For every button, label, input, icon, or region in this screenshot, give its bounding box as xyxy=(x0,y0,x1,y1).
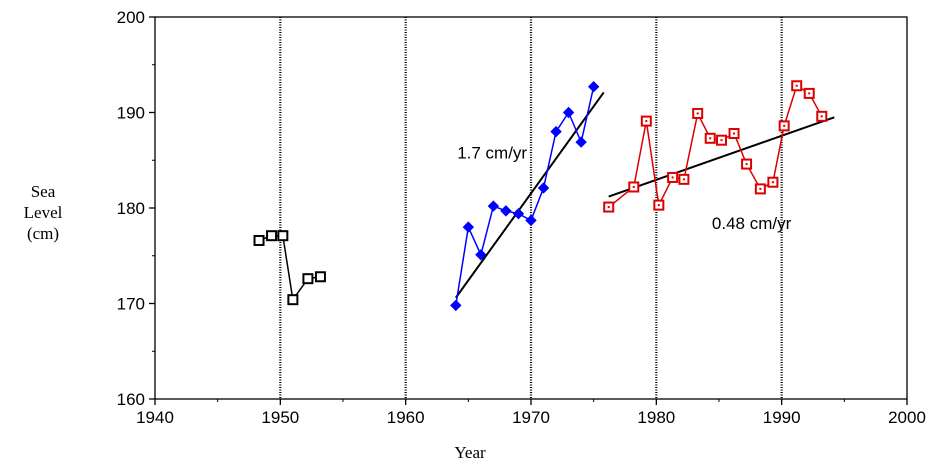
data-point-center xyxy=(745,163,748,166)
y-axis-label-line: (cm) xyxy=(27,224,59,243)
annotations: 1.7 cm/yr 0.48 cm/yr xyxy=(457,143,791,233)
data-point xyxy=(302,273,314,285)
data-point-center xyxy=(696,112,699,115)
data-point xyxy=(537,182,550,194)
data-point xyxy=(575,136,587,148)
trend-line xyxy=(608,116,835,198)
gridlines xyxy=(279,17,783,399)
data-point xyxy=(287,294,299,306)
x-tick-label: 2000 xyxy=(888,408,926,427)
x-tick-label: 1950 xyxy=(261,408,299,427)
trend-lines xyxy=(454,91,835,299)
data-point xyxy=(475,249,487,261)
data-point xyxy=(462,221,475,233)
data-point-center xyxy=(632,185,635,188)
y-tick-label: 170 xyxy=(117,295,145,314)
x-tick-label: 1960 xyxy=(387,408,425,427)
data-point xyxy=(266,230,278,242)
data-point xyxy=(550,125,562,138)
data-point xyxy=(277,230,289,242)
axis-labels: Year Sea Level (cm) xyxy=(24,182,486,461)
data-point xyxy=(487,200,500,212)
y-axis-label-line: Level xyxy=(24,203,63,222)
x-tick-label: 1970 xyxy=(512,408,550,427)
data-point-center xyxy=(682,178,685,181)
data-point-center xyxy=(720,139,723,142)
data-point-center xyxy=(783,124,786,127)
data-point-center xyxy=(771,181,774,184)
y-axis-label-line: Sea xyxy=(31,182,56,201)
x-tick-label: 1980 xyxy=(637,408,675,427)
tick-labels: 1940 1950 1960 1970 1980 1990 2000 160 170 180 190… xyxy=(117,8,926,427)
axis-ticks xyxy=(149,16,908,405)
data-point-center xyxy=(607,206,610,209)
data-point xyxy=(253,234,265,246)
data-point-center xyxy=(709,137,712,140)
data-point xyxy=(450,299,462,312)
series-line-1 xyxy=(455,86,595,306)
data-point xyxy=(512,208,525,220)
data-point xyxy=(525,214,537,227)
data-point-center xyxy=(671,176,674,179)
slope-annotation: 1.7 cm/yr xyxy=(457,143,527,162)
y-tick-label: 160 xyxy=(117,390,145,409)
data-point-center xyxy=(645,120,648,123)
trend-line xyxy=(454,91,605,299)
y-tick-label: 180 xyxy=(117,199,145,218)
series-markers xyxy=(253,80,828,312)
y-tick-label: 200 xyxy=(117,8,145,27)
data-point xyxy=(562,106,575,119)
data-point-center xyxy=(759,187,762,190)
data-point xyxy=(500,205,512,217)
data-point-center xyxy=(820,115,823,118)
data-point-center xyxy=(657,204,660,207)
series-line-0 xyxy=(258,234,321,302)
data-point xyxy=(587,81,600,93)
data-point-center xyxy=(808,92,811,95)
slope-annotation: 0.48 cm/yr xyxy=(712,214,792,233)
data-point-center xyxy=(795,84,798,87)
x-tick-label: 1990 xyxy=(763,408,801,427)
series-line-2 xyxy=(608,84,823,208)
x-tick-label: 1940 xyxy=(136,408,174,427)
x-axis-label: Year xyxy=(454,443,486,461)
y-tick-label: 190 xyxy=(117,104,145,123)
data-point-center xyxy=(733,132,736,135)
series-lines xyxy=(258,84,823,306)
data-point xyxy=(314,271,326,283)
